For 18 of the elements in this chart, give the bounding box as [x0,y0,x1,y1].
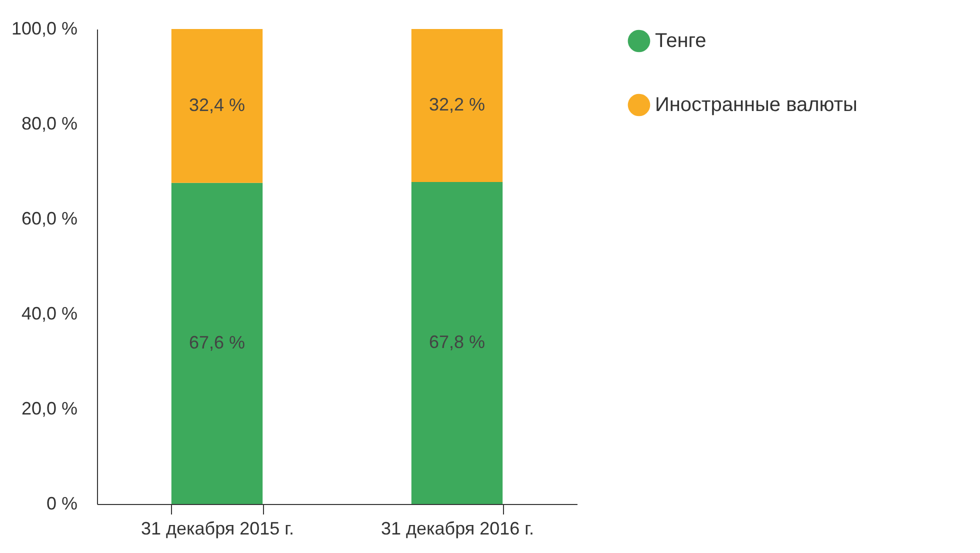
legend-label: Иностранные валюты [655,94,858,116]
data-label: 67,8 % [428,332,486,352]
y-tick-label: 60,0 % [21,208,78,228]
y-tick-label: 100,0 % [11,18,78,38]
data-label: 32,2 % [428,94,486,114]
bar [171,29,263,183]
y-tick-label: 0 % [46,494,78,514]
x-tick-label: 31 декабря 2015 г. [140,518,294,538]
bar [411,182,503,504]
legend-label: Тенге [655,30,706,52]
x-tick-label: 31 декабря 2016 г. [380,518,534,538]
data-label: 67,6 % [188,332,246,352]
bar [171,182,263,504]
y-tick-label: 20,0 % [21,398,78,418]
bar [411,29,503,182]
y-tick-label: 80,0 % [21,114,78,134]
data-label: 32,4 % [188,94,246,115]
y-tick-label: 40,0 % [21,304,78,324]
